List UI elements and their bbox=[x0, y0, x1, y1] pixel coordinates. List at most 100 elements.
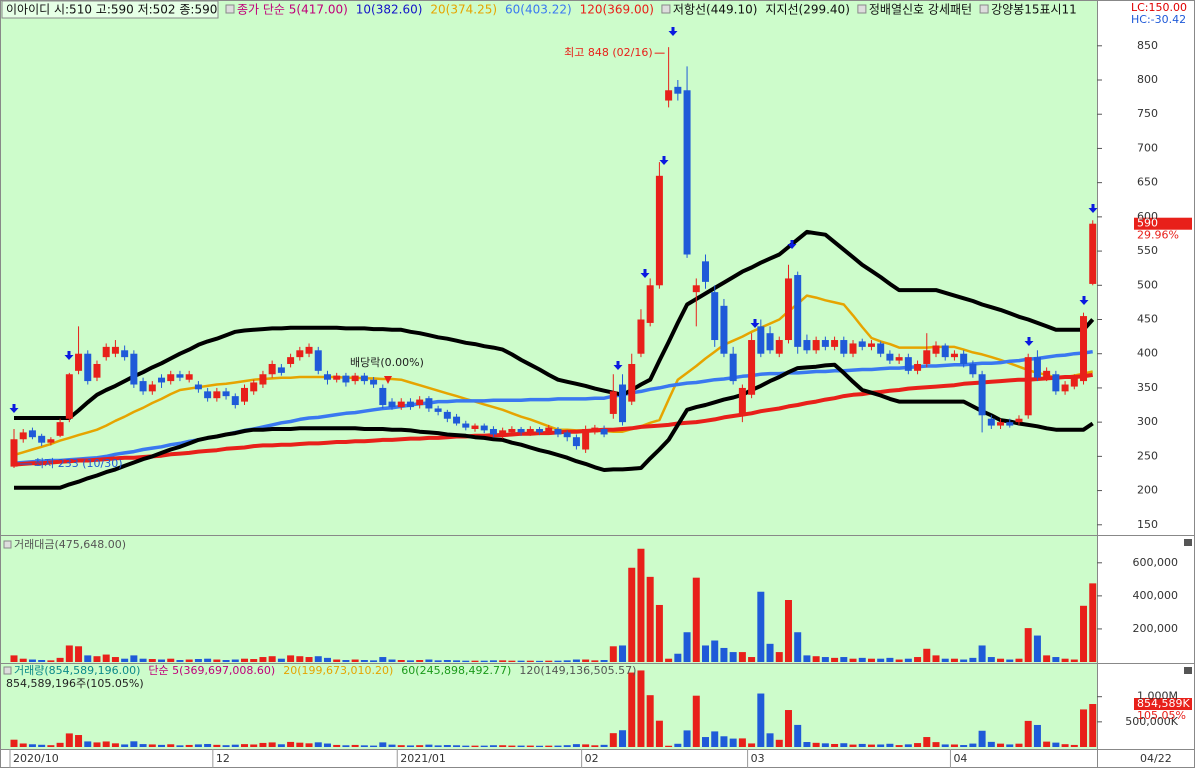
volume-bar bbox=[702, 737, 709, 747]
candle-body bbox=[969, 363, 977, 375]
candle-body bbox=[711, 292, 719, 341]
volume-bar bbox=[757, 591, 765, 662]
volume-bar bbox=[194, 659, 202, 662]
candle-body bbox=[738, 387, 746, 416]
volume-bar bbox=[342, 745, 350, 747]
candle-body bbox=[821, 340, 829, 347]
y-tick-label: 650 bbox=[1137, 176, 1158, 189]
volume-bar bbox=[1070, 744, 1078, 747]
volume-bar bbox=[75, 735, 83, 747]
volume-bar bbox=[637, 548, 645, 662]
moving-average-line bbox=[14, 229, 1095, 420]
panel-subtitle: 854,589,196주(105.05%) bbox=[6, 677, 144, 690]
volume-bar bbox=[572, 659, 580, 662]
legend-entry: 저항선(449.10) bbox=[673, 3, 757, 17]
panel-button[interactable] bbox=[1184, 539, 1192, 546]
candle-body bbox=[591, 427, 599, 433]
volume-bar bbox=[370, 745, 378, 747]
volume-bar bbox=[194, 744, 202, 747]
volume-bar bbox=[471, 745, 479, 747]
volume-bar bbox=[19, 658, 27, 662]
candle-body bbox=[167, 374, 175, 382]
volume-bar bbox=[932, 655, 940, 662]
candle-body bbox=[296, 350, 304, 358]
volume-bar bbox=[121, 744, 129, 747]
volume-bar bbox=[1033, 724, 1041, 747]
volume-bar bbox=[222, 660, 230, 662]
volume-bar bbox=[1024, 720, 1032, 747]
candle-body bbox=[1015, 418, 1023, 423]
candle-body bbox=[1070, 377, 1078, 387]
volume-bar bbox=[462, 660, 470, 662]
candle-body bbox=[941, 345, 949, 358]
volume-bar bbox=[794, 632, 802, 662]
y-tick-label: 1,000M bbox=[1137, 690, 1178, 703]
volume-bar bbox=[978, 730, 986, 747]
legend-entry: 120(149,136,505.57) bbox=[519, 664, 636, 677]
panel-button[interactable] bbox=[1184, 667, 1192, 674]
candle-body bbox=[231, 396, 239, 406]
volume-bar bbox=[784, 710, 792, 747]
candle-body bbox=[1080, 316, 1088, 382]
volume-bar bbox=[351, 744, 359, 747]
candle-body bbox=[646, 285, 654, 323]
volume-bar bbox=[443, 660, 451, 662]
volume-bar bbox=[582, 744, 590, 747]
volume-bar bbox=[840, 743, 848, 747]
volume-bar bbox=[10, 655, 18, 662]
candle-body bbox=[600, 428, 608, 435]
candle-body bbox=[204, 391, 212, 399]
volume-bar bbox=[38, 660, 46, 662]
candle-body bbox=[102, 346, 110, 358]
volume-bar bbox=[960, 659, 968, 662]
candle-body bbox=[655, 175, 663, 286]
volume-bar bbox=[56, 657, 64, 662]
volume-tag-label: 854,589K bbox=[1137, 697, 1190, 710]
volume-bar bbox=[886, 743, 894, 747]
axis-background bbox=[1097, 0, 1195, 768]
volume-bar bbox=[692, 577, 700, 662]
candle-body bbox=[978, 374, 986, 416]
price-tag bbox=[1134, 217, 1192, 230]
volume-bar bbox=[738, 652, 746, 662]
volume-bar bbox=[499, 745, 507, 747]
volume-bar bbox=[1052, 742, 1060, 747]
volume-bar bbox=[102, 741, 110, 747]
candle-body bbox=[526, 428, 534, 434]
volume-bar bbox=[443, 745, 451, 747]
volume-bar bbox=[748, 657, 756, 662]
volume-bar bbox=[241, 744, 248, 747]
candle-body bbox=[812, 340, 820, 351]
volume-bar bbox=[19, 743, 27, 747]
candle-body bbox=[323, 374, 331, 380]
volume-bar bbox=[766, 733, 774, 747]
volume-bar bbox=[950, 658, 958, 662]
volume-bar bbox=[914, 743, 922, 747]
volume-bar bbox=[250, 659, 258, 662]
volume-bar bbox=[176, 745, 184, 747]
candle-body bbox=[1052, 374, 1060, 392]
volume-bar bbox=[536, 745, 544, 747]
candle-body bbox=[416, 399, 424, 406]
candle-body bbox=[729, 353, 737, 382]
volume-bar bbox=[997, 743, 1005, 747]
signal-arrow bbox=[9, 404, 19, 413]
volume-bar bbox=[231, 744, 239, 747]
candle-body bbox=[683, 90, 691, 255]
volume-bar bbox=[526, 745, 534, 747]
y-tick-label: 500 bbox=[1137, 278, 1158, 291]
candle-body bbox=[471, 425, 479, 429]
volume-bar bbox=[416, 660, 424, 662]
signal-arrow bbox=[1079, 296, 1089, 305]
volume-bar bbox=[895, 659, 903, 662]
panel-title: 거래대금(475,648.00) bbox=[14, 538, 126, 551]
candle-body bbox=[222, 391, 230, 397]
volume-bar bbox=[139, 658, 147, 662]
volume-bar bbox=[508, 660, 516, 662]
candle-body bbox=[213, 391, 221, 399]
volume-bar bbox=[204, 658, 212, 662]
volume-bar bbox=[379, 742, 387, 747]
candle-body bbox=[757, 326, 765, 354]
legend-entry: 지지선(299.40) bbox=[765, 3, 849, 17]
